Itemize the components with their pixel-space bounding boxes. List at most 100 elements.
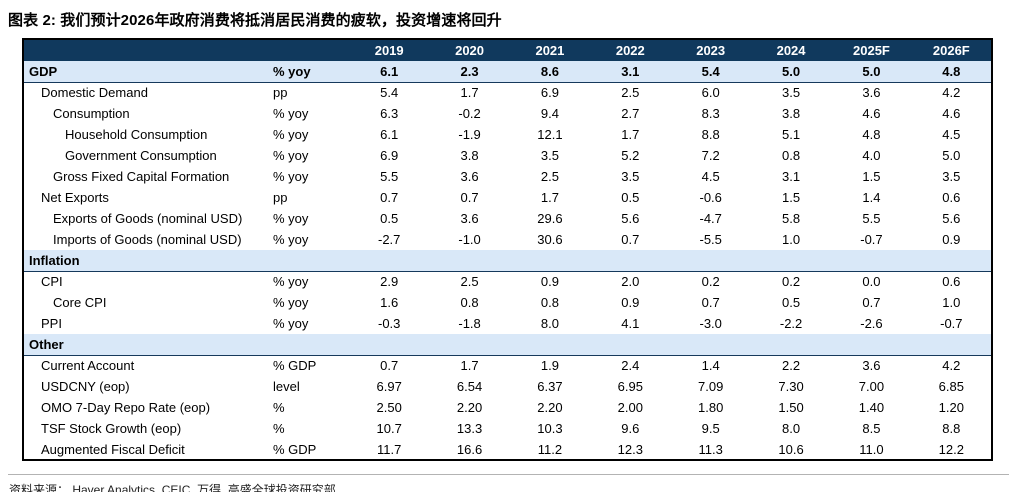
- row-value: 3.5: [782, 85, 801, 101]
- row-value: 3.5: [621, 169, 640, 184]
- row-value: 12.2: [938, 441, 964, 457]
- row-value: 0.7: [460, 190, 479, 205]
- row-value: 1.5: [862, 169, 881, 184]
- row-value: -0.6: [699, 190, 722, 205]
- row-label: CPI: [41, 274, 63, 290]
- row-value: 0.6: [942, 190, 961, 205]
- column-header-2020: 2020: [429, 39, 510, 61]
- row-value: 1.40: [858, 400, 885, 415]
- row-value: 7.00: [858, 379, 885, 394]
- row-value: 7.30: [778, 379, 804, 394]
- row-value: 10.6: [778, 441, 804, 457]
- row-value: 2.5: [621, 85, 640, 101]
- row-label: Inflation: [29, 252, 80, 268]
- row-unit: % yoy: [273, 274, 309, 290]
- row-value: 16.6: [456, 441, 483, 457]
- row-label: Imports of Goods (nominal USD): [53, 232, 242, 247]
- row-value: 11.7: [377, 441, 402, 457]
- row-value: 30.6: [537, 232, 563, 247]
- row-value: 4.0: [862, 148, 881, 163]
- row-value: 7.09: [698, 379, 724, 394]
- row-value: 2.0: [621, 274, 640, 290]
- row-value: 0.5: [380, 211, 399, 226]
- row-unit: %: [273, 421, 285, 436]
- row-value: 8.0: [782, 421, 801, 436]
- row-value: -1.0: [458, 232, 481, 247]
- row-value: 0.7: [621, 232, 640, 247]
- table-row: Household Consumption % yoy 6.1 -1.9 12.1 1.7…: [23, 124, 992, 145]
- row-value: 5.4: [380, 85, 399, 101]
- row-value: 10.7: [376, 421, 402, 436]
- row-value: 2.3: [460, 63, 479, 79]
- table-row: GDP % yoy 6.1 2.3 8.6 3.1 5.4 5.0 5.0 4.8: [23, 61, 992, 82]
- row-value: 6.37: [537, 379, 563, 394]
- row-value: 0.7: [701, 295, 720, 310]
- row-value: 8.3: [701, 106, 720, 121]
- table-row: Imports of Goods (nominal USD) % yoy -2.7 -…: [23, 229, 992, 250]
- row-value: -0.7: [860, 232, 883, 247]
- row-value: 0.5: [621, 190, 640, 205]
- row-label: Gross Fixed Capital Formation: [53, 169, 230, 184]
- row-value: 12.1: [537, 127, 563, 142]
- row-value: 1.4: [701, 358, 720, 374]
- row-value: 29.6: [537, 211, 563, 226]
- row-unit: % yoy: [273, 169, 309, 184]
- row-unit: pp: [273, 85, 288, 101]
- table-body: GDP % yoy 6.1 2.3 8.6 3.1 5.4 5.0 5.0 4.8 Domestic…: [23, 61, 992, 460]
- row-value: 0.2: [782, 274, 801, 290]
- row-value: 2.5: [460, 274, 479, 290]
- table-header-row: 2019 2020 2021 2022 2023 2024 2025F 2026F: [23, 39, 992, 61]
- row-value: 9.4: [540, 106, 559, 121]
- row-value: -2.6: [860, 316, 883, 331]
- row-value: 0.9: [621, 295, 640, 310]
- row-value: 9.6: [621, 421, 640, 436]
- row-value: 4.8: [942, 63, 961, 79]
- row-value: -3.0: [699, 316, 722, 331]
- row-value: 3.8: [782, 106, 801, 121]
- row-label: Household Consumption: [65, 127, 208, 142]
- column-header-2025f: 2025F: [831, 39, 912, 61]
- row-value: 0.8: [460, 295, 479, 310]
- row-value: 3.8: [460, 148, 479, 163]
- row-value: 4.8: [862, 127, 881, 142]
- row-value: 8.8: [701, 127, 720, 142]
- table-row: USDCNY (eop) level 6.97 6.54 6.37 6.95 7.09 7.3…: [23, 376, 992, 397]
- row-value: 2.50: [376, 400, 402, 415]
- row-value: -5.5: [699, 232, 722, 247]
- table-row: Net Exports pp 0.7 0.7 1.7 0.5 -0.6 1.5 1.4 0.6: [23, 187, 992, 208]
- row-value: 4.2: [942, 358, 961, 374]
- row-value: 3.1: [782, 169, 801, 184]
- row-value: 4.1: [621, 316, 640, 331]
- row-value: 1.0: [942, 295, 961, 310]
- row-value: 5.5: [380, 169, 399, 184]
- row-value: 12.3: [617, 441, 643, 457]
- row-unit: %: [273, 400, 285, 415]
- row-value: 5.1: [782, 127, 801, 142]
- row-value: 1.0: [782, 232, 801, 247]
- row-unit: level: [273, 379, 300, 394]
- row-value: 6.9: [380, 148, 399, 163]
- footer-divider: [8, 474, 1009, 475]
- table-header-corner-unit: [273, 39, 349, 61]
- row-value: 0.0: [862, 274, 881, 290]
- row-value: -0.7: [940, 316, 963, 331]
- row-value: 4.2: [942, 85, 961, 101]
- row-value: 2.2: [782, 358, 801, 374]
- row-value: 0.8: [782, 148, 801, 163]
- row-value: 0.5: [782, 295, 801, 310]
- row-value: -0.2: [458, 106, 481, 121]
- row-value: 5.4: [701, 63, 720, 79]
- row-label: Consumption: [53, 106, 130, 121]
- row-value: 6.3: [380, 106, 399, 121]
- row-unit: % yoy: [273, 106, 309, 121]
- row-unit: % GDP: [273, 441, 317, 457]
- row-unit: % yoy: [273, 127, 309, 142]
- table-row: Domestic Demand pp 5.4 1.7 6.9 2.5 6.0 3.5 3.6 4.…: [23, 82, 992, 103]
- economic-forecast-table: 2019 2020 2021 2022 2023 2024 2025F 2026F GDP % …: [22, 38, 993, 461]
- row-value: 6.97: [376, 379, 402, 394]
- table-row: Other: [23, 334, 992, 355]
- column-header-2024: 2024: [750, 39, 832, 61]
- row-label: PPI: [41, 316, 62, 331]
- row-value: 3.6: [862, 358, 881, 374]
- row-label: USDCNY (eop): [41, 379, 130, 394]
